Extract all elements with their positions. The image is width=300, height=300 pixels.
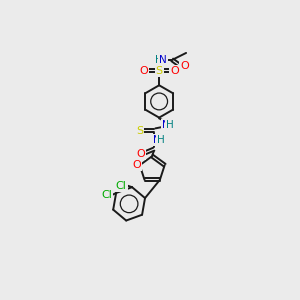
Text: Cl: Cl xyxy=(116,181,127,190)
Text: N: N xyxy=(159,55,167,65)
Text: N: N xyxy=(153,135,161,145)
Text: O: O xyxy=(132,160,141,170)
Text: O: O xyxy=(136,149,145,159)
Text: H: H xyxy=(157,135,165,145)
Text: Cl: Cl xyxy=(101,190,112,200)
Text: S: S xyxy=(136,126,143,136)
Text: O: O xyxy=(180,61,189,71)
Text: O: O xyxy=(170,66,179,76)
Text: H: H xyxy=(166,119,174,130)
Text: S: S xyxy=(156,66,163,76)
Text: O: O xyxy=(140,66,148,76)
Text: N: N xyxy=(162,119,170,130)
Text: H: H xyxy=(155,55,163,65)
